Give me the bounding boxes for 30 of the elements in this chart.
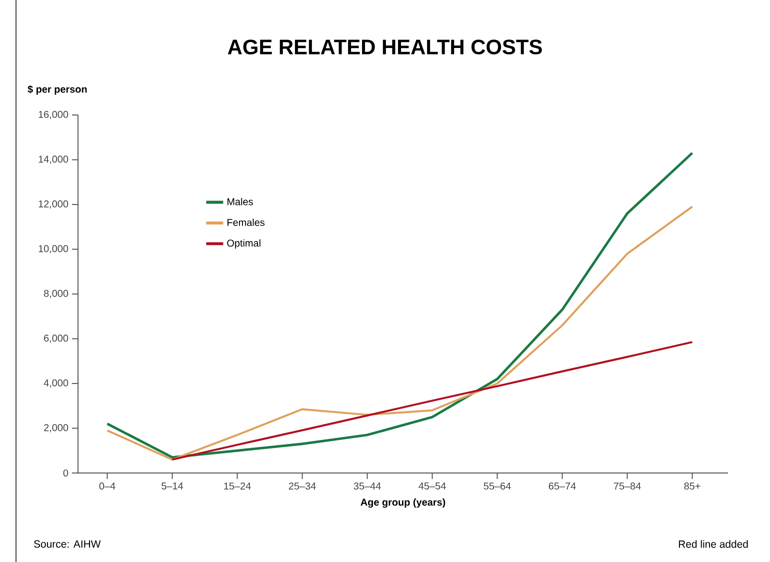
line-series: [106, 152, 694, 459]
x-tick-label: 45–54: [418, 482, 446, 490]
y-tick-label: 4,000: [44, 379, 68, 388]
y-tick-label: 16,000: [38, 110, 68, 120]
x-tick-label: 25–34: [288, 482, 316, 490]
y-tick-label: 0: [63, 469, 68, 477]
y-tick-label: 8,000: [44, 290, 68, 298]
x-tick-label: 55–64: [484, 482, 511, 490]
y-tick-label: 10,000: [38, 245, 68, 254]
legend-label: Males: [228, 198, 253, 206]
line-series: [106, 206, 694, 461]
y-tick-label: 2,000: [44, 424, 68, 432]
x-tick-label: 75–84: [614, 482, 641, 490]
x-tick-label: 65–74: [548, 482, 576, 490]
text: Red line added: [678, 540, 748, 548]
y-tick-label: 6,000: [44, 334, 68, 343]
x-tick-label: 35–44: [354, 482, 381, 490]
x-tick-label: 85+: [684, 482, 700, 490]
source-note: Source: AIHW: [34, 540, 101, 548]
y-tick-label: 14,000: [38, 156, 68, 164]
legend-label: Females: [228, 218, 265, 226]
x-tick-label: 0–4: [99, 482, 116, 490]
line-series: [171, 341, 694, 461]
y-axis-title: $ per person: [28, 85, 87, 95]
x-tick-label: 15–24: [224, 482, 251, 490]
legend-label: Optimal: [227, 239, 260, 249]
x-axis-title: Age group (years): [360, 498, 446, 508]
x-tick-label: 5–14: [162, 482, 184, 490]
chart-title: AGE RELATED HEALTH COSTS: [228, 40, 542, 54]
y-tick-label: 12,000: [38, 200, 68, 209]
